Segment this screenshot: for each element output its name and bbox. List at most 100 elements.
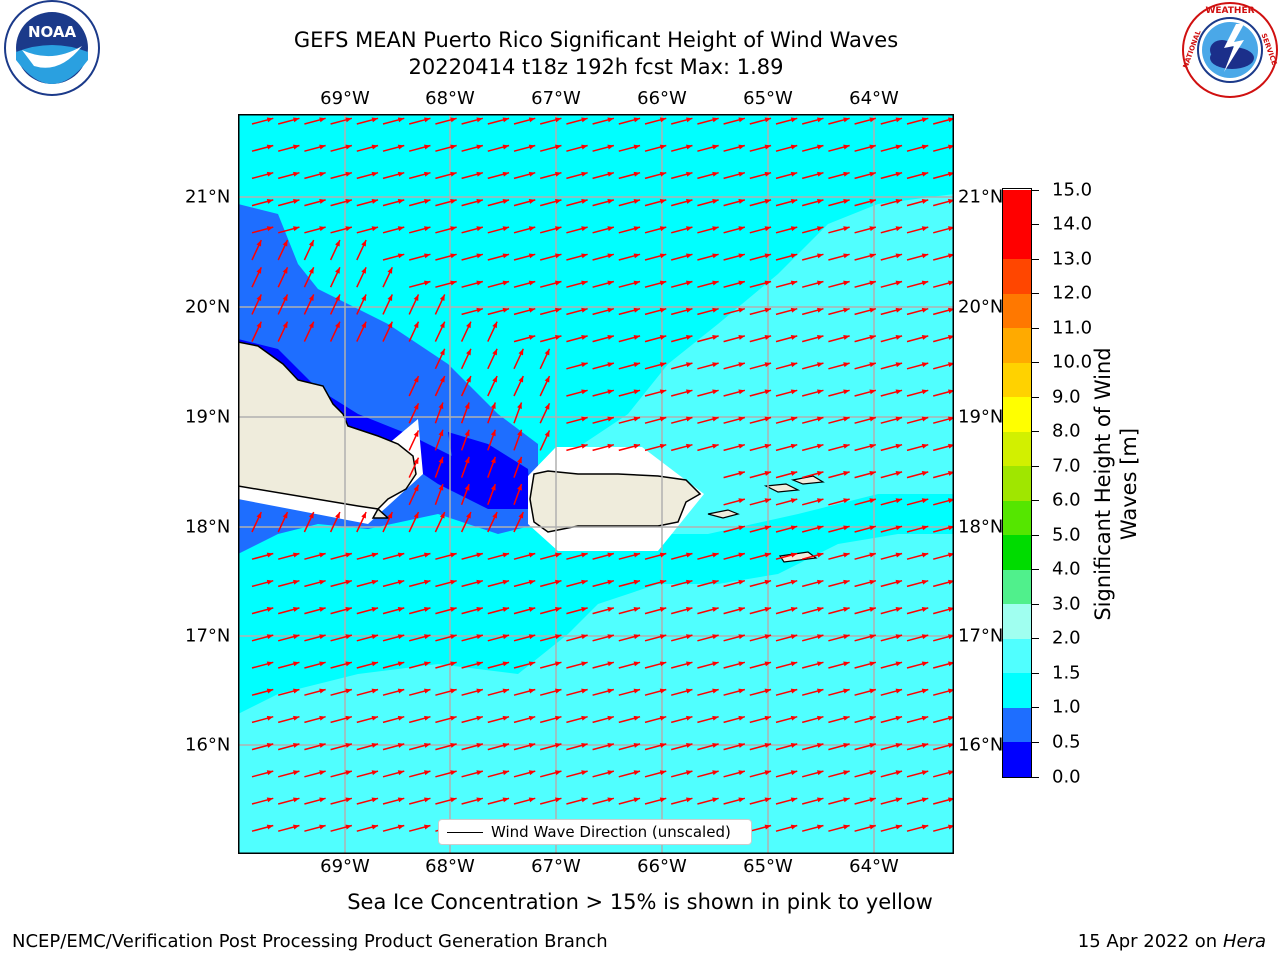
wind-wave-arrowhead — [439, 321, 445, 329]
lat-label-right: 16°N — [958, 734, 1004, 756]
wind-wave-arrowhead — [712, 389, 719, 395]
wind-wave-arrowhead — [438, 456, 444, 464]
wind-wave-arrowhead — [895, 743, 903, 748]
wind-wave-arrowhead — [659, 253, 667, 259]
wind-wave-arrowhead — [764, 253, 772, 259]
wind-wave-arrowhead — [869, 443, 876, 449]
wind-wave-arrowhead — [319, 770, 326, 776]
wind-wave-arrowhead — [790, 634, 798, 640]
wind-wave-arrowhead — [869, 607, 876, 612]
colorbar-segment — [1003, 707, 1031, 743]
wind-wave-arrowhead — [397, 661, 405, 667]
wind-wave-arrowhead — [633, 688, 641, 694]
wind-wave-arrowhead — [424, 607, 431, 612]
lat-label-left: 20°N — [185, 296, 231, 318]
wind-wave-arrowhead — [686, 362, 693, 368]
wind-wave-arrowhead — [528, 715, 536, 721]
wind-wave-arrowhead — [517, 484, 522, 491]
wind-wave-arrowhead — [371, 634, 379, 640]
wind-wave-arrowhead — [502, 199, 510, 204]
wind-wave-arrowhead — [438, 484, 444, 491]
wind-wave-arrowhead — [397, 144, 405, 150]
map-legend: Wind Wave Direction (unscaled) — [438, 819, 752, 845]
colorbar-tick — [1032, 258, 1039, 260]
colorbar-segment — [1003, 431, 1031, 467]
lon-label-top: 67°W — [531, 88, 581, 109]
wind-wave-arrowhead — [633, 307, 641, 313]
wind-wave-arrowhead — [921, 498, 929, 504]
wind-wave-arrowhead — [843, 797, 850, 803]
wind-wave-arrowhead — [607, 362, 614, 368]
footer-date-text: 15 Apr 2022 on — [1077, 931, 1223, 952]
wind-wave-arrowhead — [293, 171, 300, 177]
colorbar-segment — [1003, 362, 1031, 398]
wind-wave-arrowhead — [413, 484, 419, 492]
wind-wave-arrowhead — [282, 240, 288, 247]
colorbar-tick — [1032, 534, 1039, 536]
wind-wave-arrowhead — [659, 770, 667, 776]
wind-wave-arrowhead — [387, 267, 393, 274]
wind-wave-arrowhead — [607, 199, 614, 204]
wind-wave-arrowhead — [921, 416, 929, 422]
wind-wave-arrowhead — [790, 797, 798, 803]
wind-wave-arrowhead — [764, 362, 772, 368]
colorbar-segment — [1003, 327, 1031, 363]
wind-wave-arrowhead — [712, 634, 719, 640]
wind-wave-arrowhead — [266, 715, 274, 721]
wind-wave-arrowhead — [450, 770, 457, 776]
wind-wave-arrowhead — [256, 267, 262, 274]
wind-wave-arrowhead — [712, 280, 719, 286]
lon-label-bottom: 68°W — [425, 856, 475, 877]
wind-wave-arrowhead — [921, 824, 929, 830]
wind-wave-arrowhead — [581, 579, 588, 585]
wind-wave-arrowhead — [738, 471, 745, 476]
wind-wave-arrowhead — [335, 240, 340, 247]
lat-label-right: 20°N — [958, 296, 1004, 318]
lon-label-bottom: 69°W — [320, 856, 370, 877]
wind-wave-arrowhead — [633, 770, 641, 776]
wind-wave-arrowhead — [581, 770, 588, 776]
wind-wave-arrowhead — [817, 171, 824, 177]
wind-wave-arrowhead — [764, 715, 772, 721]
wind-wave-arrowhead — [738, 797, 745, 803]
wind-wave-arrowhead — [869, 824, 876, 830]
wind-wave-arrowhead — [256, 240, 262, 247]
wind-wave-arrowhead — [266, 199, 274, 204]
wind-wave-arrowhead — [869, 307, 876, 313]
wind-wave-arrowhead — [555, 280, 562, 286]
wind-wave-arrowhead — [293, 226, 300, 232]
wind-wave-arrowhead — [659, 743, 667, 748]
wind-wave-arrowhead — [895, 471, 903, 476]
wind-wave-arrowhead — [371, 579, 379, 585]
wind-wave-arrowhead — [555, 199, 562, 204]
wind-wave-arrowhead — [528, 634, 536, 640]
wind-wave-arrowhead — [764, 171, 772, 177]
wind-wave-arrowhead — [555, 171, 562, 177]
wind-wave-arrowhead — [895, 280, 903, 286]
wind-wave-arrowhead — [738, 743, 745, 748]
wind-wave-arrowhead — [869, 144, 876, 150]
wind-wave-arrowhead — [492, 376, 498, 383]
wind-wave-arrowhead — [659, 579, 667, 585]
wind-wave-arrowhead — [712, 199, 719, 204]
wind-wave-arrowhead — [464, 429, 470, 437]
wind-wave-arrowhead — [581, 443, 588, 449]
wind-wave-arrowhead — [607, 579, 614, 585]
wind-wave-arrowhead — [817, 253, 824, 259]
wind-wave-arrowhead — [439, 294, 445, 301]
wind-wave-arrowhead — [555, 661, 562, 667]
wind-wave-arrowhead — [869, 171, 876, 177]
wind-wave-arrowhead — [686, 443, 693, 449]
wind-wave-arrowhead — [790, 661, 798, 667]
wind-wave-arrowhead — [581, 607, 588, 612]
lat-label-left: 19°N — [185, 406, 231, 428]
wind-wave-arrowhead — [528, 661, 536, 667]
wind-wave-arrowhead — [397, 171, 405, 177]
wind-wave-arrowhead — [319, 797, 326, 803]
wind-wave-arrowhead — [633, 226, 641, 232]
wind-wave-arrowhead — [345, 797, 352, 803]
wind-wave-arrowhead — [633, 443, 641, 449]
wind-wave-arrowhead — [397, 552, 405, 558]
wind-wave-arrowhead — [424, 117, 431, 123]
wind-wave-arrowhead — [764, 416, 772, 422]
